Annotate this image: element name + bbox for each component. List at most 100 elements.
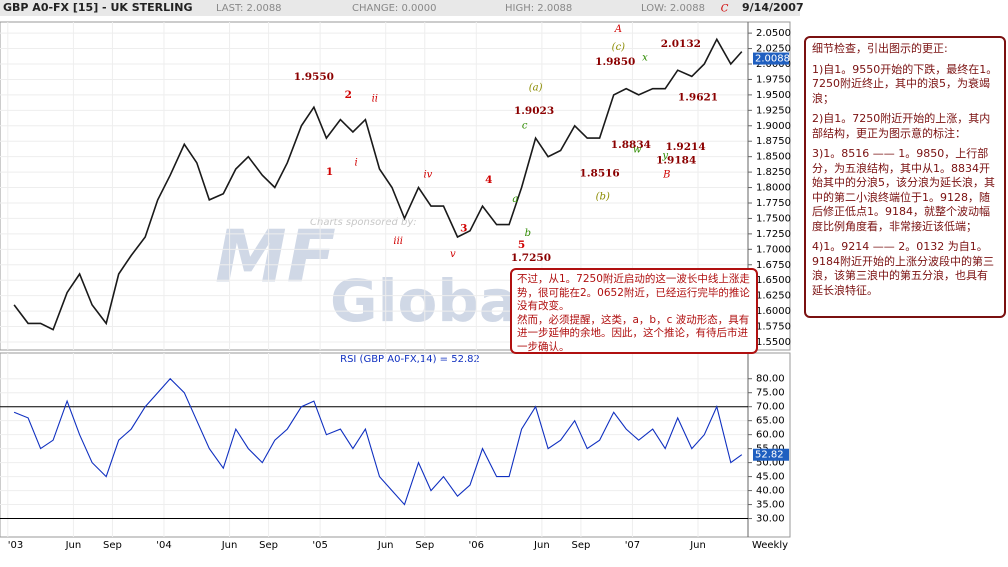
wave-label: 1.8516 bbox=[580, 167, 620, 179]
wave-label: 1.8834 bbox=[611, 139, 651, 151]
note-paragraph: 3)1。8516 —— 1。9850，上行部分，为五浪结构，其中从1。8834开… bbox=[812, 147, 995, 233]
wave-label: b bbox=[525, 228, 531, 239]
wave-label: c bbox=[522, 120, 528, 131]
x-tick-label: Jun bbox=[377, 540, 394, 551]
wave-label: 3 bbox=[460, 222, 467, 234]
wave-label: iv bbox=[423, 170, 432, 181]
wave-label: B bbox=[662, 170, 670, 181]
wave-label: iii bbox=[393, 236, 403, 247]
header-date: 9/14/2007 bbox=[742, 1, 804, 14]
x-tick-label: Jun bbox=[533, 540, 550, 551]
price-panel bbox=[0, 21, 791, 351]
last-value-box bbox=[753, 52, 789, 65]
wave-label: 1.9023 bbox=[514, 105, 554, 117]
wave-label: x bbox=[642, 52, 648, 63]
x-tick-label: '06 bbox=[469, 540, 484, 551]
wave-label: 1.9550 bbox=[294, 71, 334, 83]
y-tick-label: 1.5750 bbox=[756, 322, 791, 333]
y-tick-label: 2.0250 bbox=[756, 44, 791, 55]
wave-label: 4 bbox=[485, 174, 492, 186]
wave-label: 2 bbox=[345, 89, 352, 101]
x-tick-label: Sep bbox=[259, 540, 278, 551]
rsi-line bbox=[13, 377, 743, 506]
y-tick-label: 1.7000 bbox=[756, 244, 791, 255]
y-tick-label: 1.9000 bbox=[756, 121, 791, 132]
note-paragraph: 2)自1。7250附近开始的上涨，其内部结构，更正为图示意的标注： bbox=[812, 112, 991, 140]
x-tick-label: '03 bbox=[8, 540, 23, 551]
x-tick-label: Sep bbox=[571, 540, 590, 551]
header-title: GBP A0-FX [15] - UK STERLING bbox=[3, 1, 192, 14]
wave-label: A bbox=[614, 24, 622, 35]
note-paragraph: 4)1。9214 —— 2。0132 为自1。9184附近开始的上涨分波段中的第… bbox=[812, 240, 994, 297]
y-tick-label: 1.7250 bbox=[756, 229, 791, 240]
x-tick-label: Jun bbox=[65, 540, 82, 551]
y-tick-label: 30.00 bbox=[756, 514, 785, 525]
header-change: CHANGE: 0.0000 bbox=[352, 3, 436, 14]
y-tick-label: 2.0500 bbox=[756, 28, 791, 39]
header-bar bbox=[0, 0, 800, 16]
y-tick-label: 1.6000 bbox=[756, 306, 791, 317]
y-tick-label: 45.00 bbox=[756, 472, 785, 483]
note-paragraph: 然而，必须提醒，这类，a，b，c 波动形态，具有进一步延伸的余地。因此，这个推论… bbox=[517, 313, 750, 353]
note-bottom: 不过，从1。7250附近启动的这一波长中线上涨走势，很可能在2。0652附近，已… bbox=[510, 268, 758, 354]
note-paragraph: 不过，从1。7250附近启动的这一波长中线上涨走势，很可能在2。0652附近，已… bbox=[517, 273, 750, 312]
note-paragraph: 1)自1。9550开始的下跌，最终在1。7250附近终止，其中的浪5，为衰竭浪； bbox=[812, 62, 998, 105]
y-tick-label: 1.8000 bbox=[756, 183, 791, 194]
header-low: LOW: 2.0088 bbox=[641, 3, 705, 14]
x-tick-label: Jun bbox=[689, 540, 706, 551]
wave-label: (c) bbox=[612, 42, 626, 53]
watermark-sponsor: Charts sponsored by: bbox=[310, 217, 417, 228]
wave-label: 1.9214 bbox=[665, 141, 705, 153]
y-tick-label: 1.7500 bbox=[756, 213, 791, 224]
rsi-title: RSI (GBP A0-FX,14) = 52.82 bbox=[340, 354, 480, 365]
wave-label: 5 bbox=[518, 239, 525, 251]
price-line bbox=[13, 37, 743, 331]
wave-label: 1.7250 bbox=[511, 252, 551, 264]
y-tick-label: 70.00 bbox=[756, 402, 785, 413]
wave-label: y bbox=[661, 151, 668, 162]
header-last: LAST: 2.0088 bbox=[216, 3, 282, 14]
wave-label: v bbox=[450, 249, 456, 260]
wave-label: (a) bbox=[529, 83, 543, 94]
x-tick-label: '07 bbox=[625, 540, 640, 551]
rsi-panel bbox=[0, 352, 791, 538]
y-tick-label: 1.5500 bbox=[756, 337, 791, 348]
note-right: 细节检查，引出图示的更正: 1)自1。9550开始的下跌，最终在1。7250附近终… bbox=[804, 36, 1006, 318]
wave-label: 2.0132 bbox=[661, 38, 701, 50]
y-tick-label: 80.00 bbox=[756, 374, 785, 385]
y-tick-label: 1.6750 bbox=[756, 260, 791, 271]
x-axis-label: Weekly bbox=[752, 540, 788, 551]
y-tick-label: 40.00 bbox=[756, 486, 785, 497]
y-tick-label: 50.00 bbox=[756, 458, 785, 469]
last-value-box bbox=[753, 448, 789, 461]
last-value-label: 52.82 bbox=[755, 450, 784, 461]
wave-label: 1.9184 bbox=[656, 154, 696, 166]
wave-label: (b) bbox=[596, 191, 610, 202]
wave-label: i bbox=[354, 157, 357, 168]
watermark-brand: Global bbox=[330, 267, 538, 335]
y-tick-label: 75.00 bbox=[756, 388, 785, 399]
y-tick-label: 1.9500 bbox=[756, 90, 791, 101]
watermark-brand: MF bbox=[215, 215, 336, 299]
wave-label: a bbox=[512, 194, 518, 205]
y-tick-label: 1.9750 bbox=[756, 74, 791, 85]
last-value-label: 2.0088 bbox=[755, 54, 790, 65]
wave-label: 1.9850 bbox=[595, 56, 635, 68]
y-tick-label: 1.8750 bbox=[756, 136, 791, 147]
y-tick-label: 35.00 bbox=[756, 500, 785, 511]
y-tick-label: 65.00 bbox=[756, 416, 785, 427]
wave-label: 1.9621 bbox=[678, 91, 718, 103]
x-tick-label: Sep bbox=[415, 540, 434, 551]
header-high: HIGH: 2.0088 bbox=[505, 3, 572, 14]
y-tick-label: 1.8500 bbox=[756, 152, 791, 163]
x-tick-label: Sep bbox=[103, 540, 122, 551]
wave-label: ii bbox=[372, 94, 378, 105]
y-tick-label: 60.00 bbox=[756, 430, 785, 441]
x-tick-label: '05 bbox=[312, 540, 327, 551]
y-tick-label: 1.6500 bbox=[756, 275, 791, 286]
wave-label: C bbox=[721, 4, 729, 15]
wave-label: 1 bbox=[326, 166, 333, 178]
x-tick-label: Jun bbox=[221, 540, 238, 551]
